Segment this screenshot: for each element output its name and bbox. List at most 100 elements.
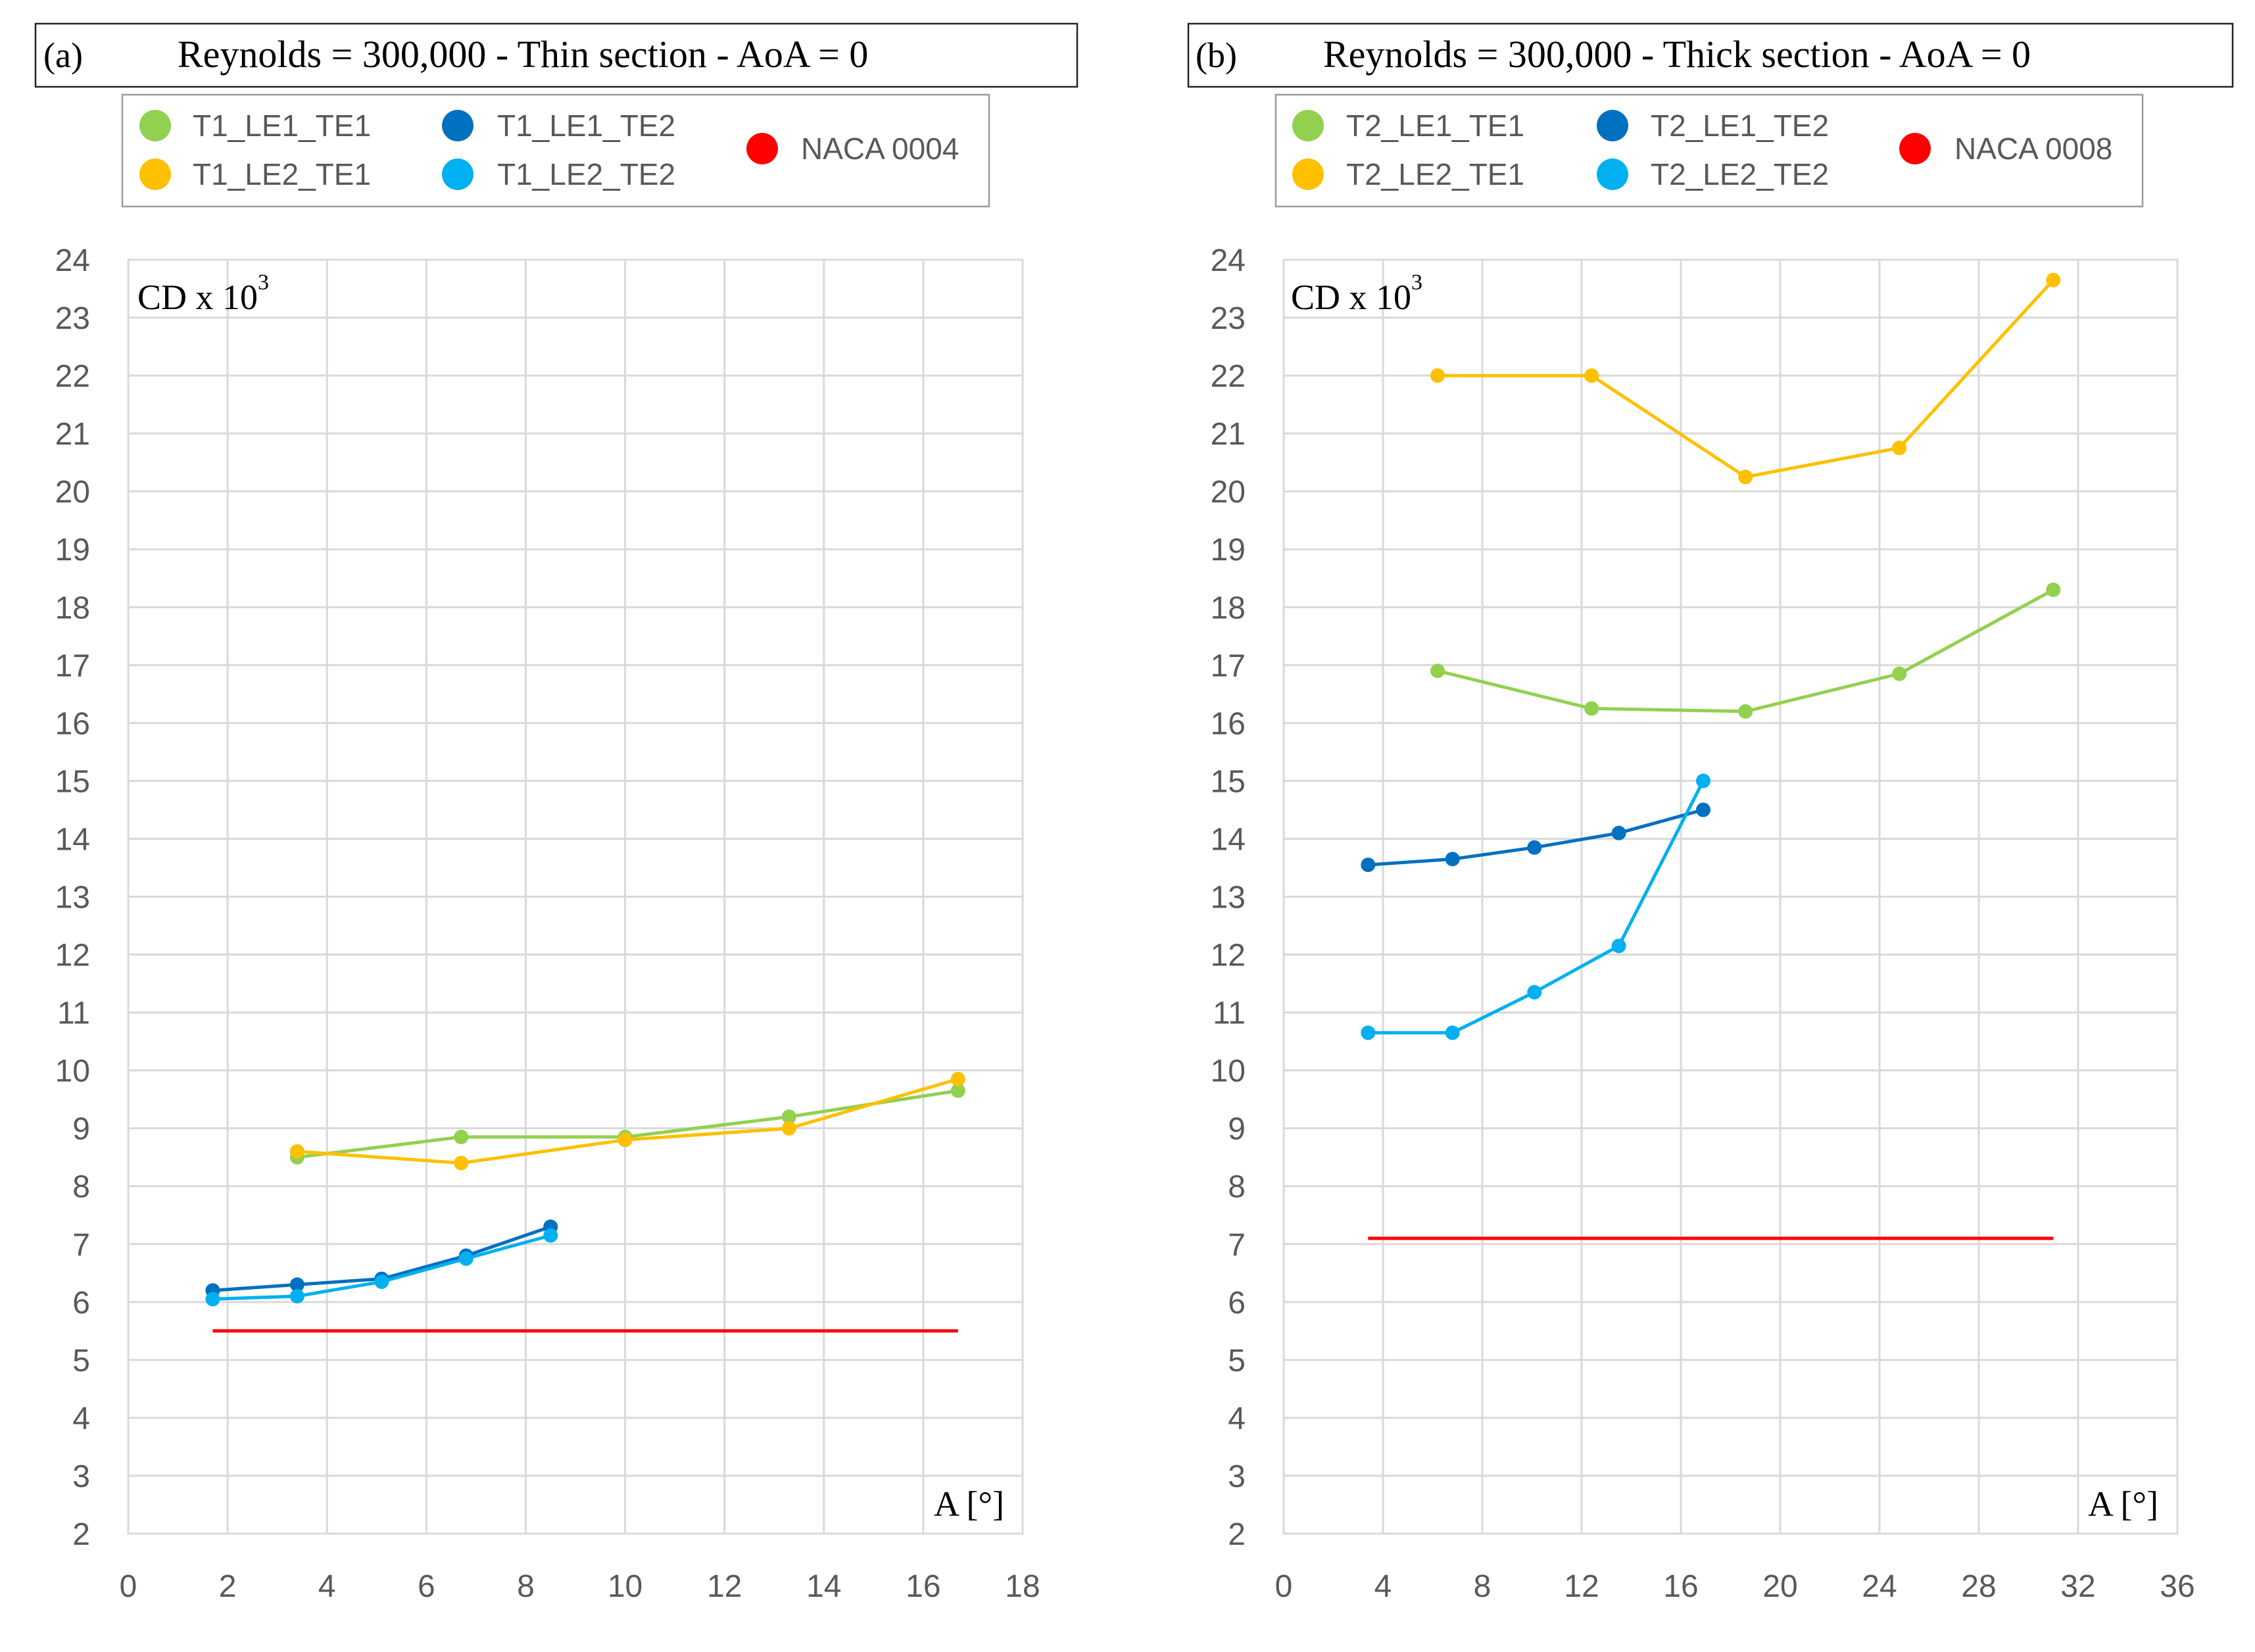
y-tick-label: 14 xyxy=(55,822,90,857)
x-axis-label: A [°] xyxy=(934,1484,1004,1524)
y-tick-label: 19 xyxy=(1211,533,1246,568)
legend-box xyxy=(121,93,990,208)
y-tick-label: 14 xyxy=(1211,822,1246,857)
legend-marker-s1 xyxy=(1292,158,1324,190)
y-tick-label: 18 xyxy=(55,591,90,625)
y-tick-label: 16 xyxy=(55,706,90,741)
y-tick-label: 23 xyxy=(55,301,90,336)
legend-label-s4: NACA 0004 xyxy=(801,132,959,166)
legend-marker-s3 xyxy=(442,158,473,190)
data-point-T1_LE2_TE2 xyxy=(289,1289,304,1304)
y-tick-label: 24 xyxy=(55,243,90,278)
legend-marker-s4 xyxy=(1899,133,1931,164)
legend-marker-s2 xyxy=(1597,110,1628,141)
legend-marker-s0 xyxy=(1292,110,1324,141)
y-tick-label: 2 xyxy=(72,1517,90,1552)
x-tick-label: 10 xyxy=(608,1569,643,1604)
y-tick-label: 22 xyxy=(55,359,90,394)
y-tick-label: 17 xyxy=(55,648,90,683)
y-axis-label: CD x 103 xyxy=(137,270,269,317)
y-tick-label: 21 xyxy=(1211,417,1246,452)
y-tick-label: 15 xyxy=(55,764,90,799)
x-tick-label: 12 xyxy=(707,1569,742,1604)
y-tick-label: 6 xyxy=(1228,1286,1246,1321)
y-tick-label: 10 xyxy=(1211,1054,1246,1089)
data-point-T2_LE2_TE2 xyxy=(1361,1025,1376,1040)
y-tick-label: 9 xyxy=(72,1112,90,1147)
data-point-T1_LE2_TE2 xyxy=(205,1292,220,1307)
legend-label-s1: T1_LE2_TE1 xyxy=(193,157,371,191)
x-tick-label: 20 xyxy=(1762,1569,1797,1604)
legend-marker-s3 xyxy=(1597,158,1628,190)
legend-label-s1: T2_LE2_TE1 xyxy=(1346,157,1524,191)
panel-label: (a) xyxy=(43,36,83,75)
y-tick-label: 5 xyxy=(1228,1344,1246,1378)
y-tick-label: 12 xyxy=(1211,938,1246,973)
y-tick-label: 16 xyxy=(1211,706,1246,741)
data-point-T2_LE2_TE2 xyxy=(1611,938,1626,954)
data-point-T2_LE2_TE1 xyxy=(1430,368,1445,383)
legend-label-s4: NACA 0008 xyxy=(1954,132,2112,166)
legend-marker-s0 xyxy=(139,110,171,141)
legend-marker-s4 xyxy=(746,133,778,164)
y-tick-label: 10 xyxy=(55,1054,90,1089)
x-tick-label: 12 xyxy=(1564,1569,1599,1604)
data-point-T1_LE2_TE1 xyxy=(618,1132,633,1148)
y-tick-label: 20 xyxy=(1211,475,1246,510)
legend-label-s2: T2_LE1_TE2 xyxy=(1651,109,1829,143)
legend-entries: T1_LE1_TE1 T1_LE2_TE1 T1_LE1_TE2 T1_LE2_… xyxy=(139,109,959,191)
x-axis-label: A [°] xyxy=(2088,1484,2158,1524)
legend-label-s0: T2_LE1_TE1 xyxy=(1346,109,1524,143)
y-tick-label: 12 xyxy=(55,938,90,973)
data-point-T1_LE1_TE1 xyxy=(454,1129,469,1144)
y-axis-label: CD x 103 xyxy=(1291,270,1422,317)
y-tick-label: 13 xyxy=(55,881,90,915)
data-point-T2_LE1_TE2 xyxy=(1527,840,1542,855)
y-tick-label: 17 xyxy=(1211,648,1246,683)
legend-marker-s2 xyxy=(442,110,473,141)
x-tick-label: 6 xyxy=(418,1569,435,1604)
x-tick-label: 0 xyxy=(120,1569,137,1604)
y-tick-label: 2 xyxy=(1228,1517,1246,1552)
x-tick-label: 2 xyxy=(219,1569,237,1604)
data-point-T2_LE2_TE2 xyxy=(1445,1025,1460,1040)
y-tick-label: 6 xyxy=(72,1286,90,1321)
y-axis-label-suffix: x 10 xyxy=(1340,278,1411,317)
legend-label-s2: T1_LE1_TE2 xyxy=(497,109,675,143)
x-tick-label: 16 xyxy=(906,1569,940,1604)
y-tick-label: 21 xyxy=(55,417,90,452)
data-point-T2_LE2_TE2 xyxy=(1527,984,1542,1000)
y-tick-label: 24 xyxy=(1211,243,1246,278)
y-tick-label: 11 xyxy=(1213,996,1246,1031)
data-point-T2_LE1_TE1 xyxy=(2046,582,2061,597)
x-tick-label: 0 xyxy=(1275,1569,1293,1604)
data-point-T2_LE1_TE2 xyxy=(1445,852,1460,867)
y-tick-label: 20 xyxy=(55,475,90,510)
data-point-T2_LE2_TE1 xyxy=(1584,368,1599,383)
y-tick-label: 4 xyxy=(1228,1401,1246,1436)
chart-title: Reynolds = 300,000 - Thin section - AoA … xyxy=(178,33,868,76)
y-tick-label: 4 xyxy=(72,1401,90,1436)
y-axis-label-exp: 3 xyxy=(258,270,269,295)
data-point-T1_LE2_TE1 xyxy=(454,1155,469,1171)
data-point-T2_LE1_TE1 xyxy=(1892,666,1907,681)
y-tick-label: 13 xyxy=(1211,881,1246,915)
x-tick-label: 14 xyxy=(806,1569,841,1604)
data-point-T2_LE2_TE2 xyxy=(1695,773,1710,789)
x-tick-label: 36 xyxy=(2160,1569,2194,1604)
data-point-T2_LE2_TE1 xyxy=(2046,272,2061,287)
y-axis-label-exp: 3 xyxy=(1411,270,1422,295)
data-point-T1_LE1_TE1 xyxy=(950,1083,965,1098)
data-point-T1_LE2_TE1 xyxy=(781,1121,796,1136)
y-axis-label-suffix: x 10 xyxy=(187,278,258,317)
x-tick-label: 4 xyxy=(1374,1569,1392,1604)
y-tick-label: 11 xyxy=(57,996,90,1031)
data-point-T2_LE1_TE1 xyxy=(1738,704,1753,719)
legend-label-s3: T1_LE2_TE2 xyxy=(497,157,675,191)
y-tick-label: 3 xyxy=(1228,1459,1246,1494)
x-tick-label: 4 xyxy=(318,1569,336,1604)
y-axis-label-main: CD xyxy=(1291,278,1340,317)
axis-labels: CD x 103 A [°] xyxy=(1291,270,2158,1524)
legend-label-s3: T2_LE2_TE2 xyxy=(1651,157,1829,191)
